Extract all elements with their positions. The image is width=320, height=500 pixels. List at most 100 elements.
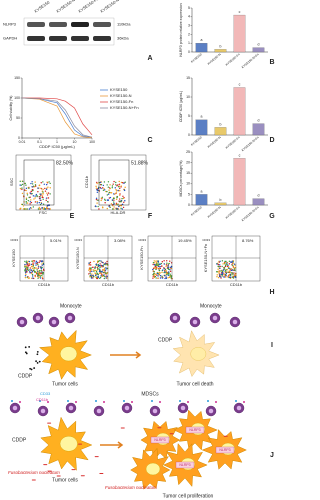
flow-dot: [32, 206, 35, 208]
flow-dot: [46, 181, 48, 183]
flow-dot: [165, 270, 167, 272]
flow-dot: [27, 199, 30, 202]
flow-dot: [158, 271, 160, 274]
flow-dot: [118, 183, 121, 185]
flow-dot: [36, 273, 39, 275]
flow-dot: [41, 274, 43, 277]
flow-dot: [25, 197, 28, 199]
blot-frame: [23, 17, 115, 46]
flow-dot: [167, 274, 170, 277]
flow-dot: [221, 265, 223, 268]
flow-dot: [25, 202, 27, 204]
flow-dot: [97, 199, 99, 202]
label: 2: [188, 32, 190, 36]
series-line: [21, 97, 93, 138]
flow-dot: [45, 199, 47, 202]
flow-dot: [152, 275, 154, 277]
flow-dot: [31, 193, 33, 195]
flow-dot: [97, 205, 99, 208]
flow-dot: [107, 181, 110, 183]
flow-dot: [32, 265, 35, 267]
flow-dot: [124, 181, 126, 183]
flow-dot: [161, 277, 164, 279]
bacterium: [223, 435, 228, 437]
flow-dot: [89, 261, 92, 264]
marker: [179, 400, 181, 402]
flow-dot: [102, 269, 104, 271]
flow-dot: [21, 203, 24, 206]
label: 0.01: [19, 140, 26, 144]
flow-dot: [88, 268, 91, 271]
flow-dot: [35, 264, 37, 266]
flow-dot: [95, 263, 97, 266]
flow-dot: [217, 265, 219, 268]
flow-dot: [19, 184, 21, 186]
flow-dot: [96, 273, 99, 275]
label: NLRP3: [219, 448, 230, 452]
flow-dot: [117, 189, 119, 192]
label: c: [239, 10, 241, 14]
bacterium: [157, 427, 162, 429]
flow-dot: [36, 202, 38, 204]
label: KYSE150: [190, 52, 203, 64]
flow-dot: [224, 264, 227, 267]
flow-dot: [117, 186, 120, 188]
flow-dot: [22, 208, 25, 210]
flow-dot: [42, 198, 44, 201]
flow-dot: [99, 266, 101, 269]
flow-dot: [37, 187, 39, 189]
label: H: [269, 289, 274, 296]
flow-dot: [31, 273, 34, 276]
bar: [214, 49, 227, 53]
flow-dot: [31, 189, 34, 192]
flow-dot: [38, 184, 41, 186]
flow-dot: [123, 182, 125, 185]
flow-dot: [30, 201, 33, 204]
flow-dot: [31, 181, 33, 183]
flow-dot: [167, 272, 170, 275]
marker: [19, 401, 21, 403]
bar: [252, 198, 265, 206]
flow-dot: [38, 208, 41, 210]
flow-dot: [24, 272, 27, 274]
label: CD11b: [84, 175, 89, 188]
flow-dot: [43, 206, 45, 209]
flow-dot: [19, 180, 21, 183]
bar: [252, 123, 265, 136]
flow-dot: [40, 260, 43, 263]
label: 10: [186, 95, 190, 99]
flow-dot: [44, 190, 47, 192]
flow-dot: [46, 205, 49, 207]
flow-dot: [107, 186, 110, 188]
label: 5: [188, 192, 190, 196]
flow-dot: [122, 195, 124, 197]
flow-dot: [216, 263, 218, 265]
flow-dot: [115, 190, 118, 192]
flow-dot: [168, 271, 170, 273]
flow-dot: [42, 188, 44, 191]
flow-frame: [15, 154, 72, 211]
flow-dot: [113, 206, 115, 208]
flow-dot: [19, 187, 22, 190]
flow-dot: [39, 196, 41, 198]
flow-dot: [233, 263, 236, 265]
flow-dot: [25, 189, 27, 192]
flow-dot: [118, 201, 121, 203]
label: KYSE150: [11, 249, 16, 267]
series-line: [21, 97, 93, 138]
flow-dot: [102, 189, 105, 192]
flow-dot: [24, 189, 26, 191]
flow-dot: [21, 187, 23, 189]
label: CDDP: [158, 337, 173, 343]
flow-dot: [219, 265, 221, 268]
marker: [159, 401, 161, 403]
flow-dot: [104, 262, 107, 264]
flow-dot: [102, 184, 105, 187]
flow-dot: [39, 275, 42, 277]
label: CD33: [202, 238, 210, 242]
flow-dot: [104, 275, 106, 278]
flow-dot: [158, 267, 160, 269]
flow-dot: [110, 203, 113, 205]
label: b: [220, 44, 222, 48]
flow-dot: [40, 202, 43, 205]
